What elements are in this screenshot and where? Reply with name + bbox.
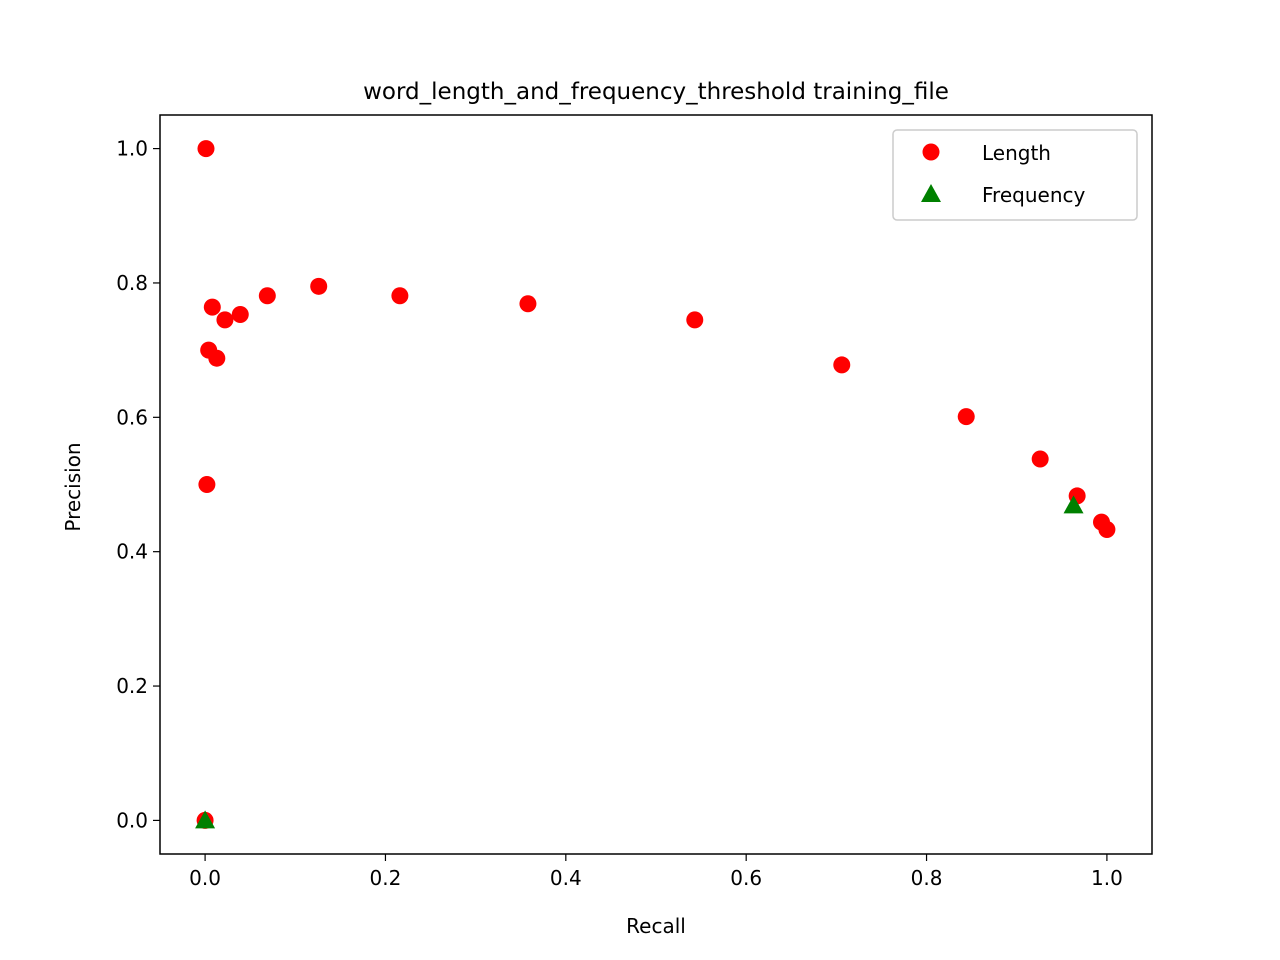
x-axis-label: Recall <box>626 914 686 938</box>
x-tick-label: 0.6 <box>730 866 762 890</box>
length-data-point <box>957 408 975 426</box>
frequency-data-point <box>195 810 216 829</box>
x-tick-label: 1.0 <box>1091 866 1123 890</box>
length-data-point <box>203 298 221 316</box>
y-tick-label: 0.8 <box>116 271 148 295</box>
length-data-point <box>686 311 704 329</box>
y-tick-label: 1.0 <box>116 137 148 161</box>
chart-title: word_length_and_frequency_threshold trai… <box>363 79 949 105</box>
length-data-point <box>258 287 276 305</box>
legend-frequency-marker <box>921 184 941 202</box>
x-tick-label: 0.0 <box>189 866 221 890</box>
y-tick-label: 0.4 <box>116 540 148 564</box>
legend-length-marker <box>922 143 940 161</box>
data-points <box>195 140 1116 829</box>
x-tick-label: 0.8 <box>911 866 943 890</box>
frequency-data-point <box>1063 495 1084 514</box>
legend-label-frequency: Frequency <box>982 183 1085 207</box>
plot-frame <box>159 114 1153 855</box>
length-data-point <box>1098 521 1116 539</box>
legend-marker-frequency <box>921 184 941 202</box>
legend-label-length: Length <box>982 141 1051 165</box>
length-data-point <box>833 356 851 374</box>
length-data-point <box>310 277 328 295</box>
length-data-point <box>391 287 409 305</box>
length-data-point <box>216 311 234 329</box>
legend: Length Frequency <box>892 129 1138 221</box>
y-tick-label: 0.6 <box>116 405 148 429</box>
x-tick-label: 0.2 <box>370 866 402 890</box>
length-data-point <box>197 140 215 158</box>
length-data-point <box>208 349 226 367</box>
legend-box <box>892 129 1138 221</box>
axis-ticks: 0.0 0.2 0.4 0.6 0.8 1.0 0.0 0.2 0.4 0.6 0.8 1.0 <box>116 137 1123 890</box>
legend-marker-length <box>922 143 940 161</box>
length-data-point <box>1031 450 1049 468</box>
length-data-point <box>519 295 537 313</box>
x-tick-label: 0.4 <box>550 866 582 890</box>
y-tick-label: 0.2 <box>116 674 148 698</box>
y-tick-label: 0.0 <box>116 808 148 832</box>
y-axis-label: Precision <box>61 442 85 531</box>
length-data-point <box>231 306 249 324</box>
length-data-point <box>198 476 216 493</box>
